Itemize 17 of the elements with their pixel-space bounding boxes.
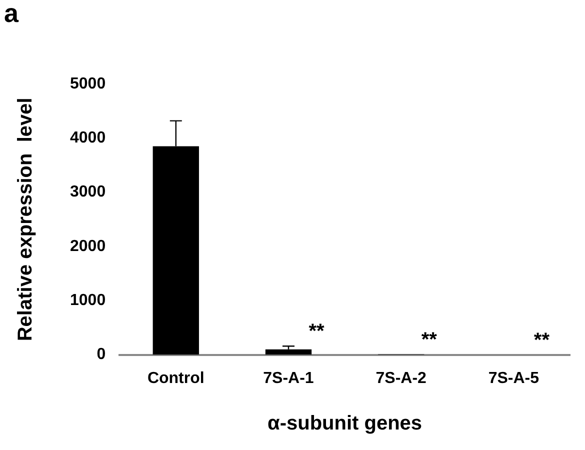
y-tick-label: 3000 [70, 184, 106, 201]
text: a [4, 0, 19, 28]
x-axis-title: α-subunit genes [268, 412, 422, 435]
annotation: ** [534, 329, 550, 352]
x-tick-label: 7S-A-5 [488, 370, 540, 387]
y-tick-label: 0 [96, 346, 106, 364]
annotation: ** [308, 320, 324, 343]
y-tick-label: 4000 [70, 130, 106, 147]
annotation: ** [421, 328, 438, 351]
x-tick-label: 7S-A-1 [263, 370, 314, 387]
bar [265, 349, 312, 355]
y-tick-label: 1000 [70, 292, 106, 310]
x-tick-label: Control [147, 370, 204, 387]
y-tick-label: 5000 [70, 75, 106, 92]
x-tick-label: 7S-A-2 [376, 370, 427, 387]
y-tick-label: 2000 [70, 238, 106, 255]
y-axis-title: Relative expression level [14, 98, 37, 342]
